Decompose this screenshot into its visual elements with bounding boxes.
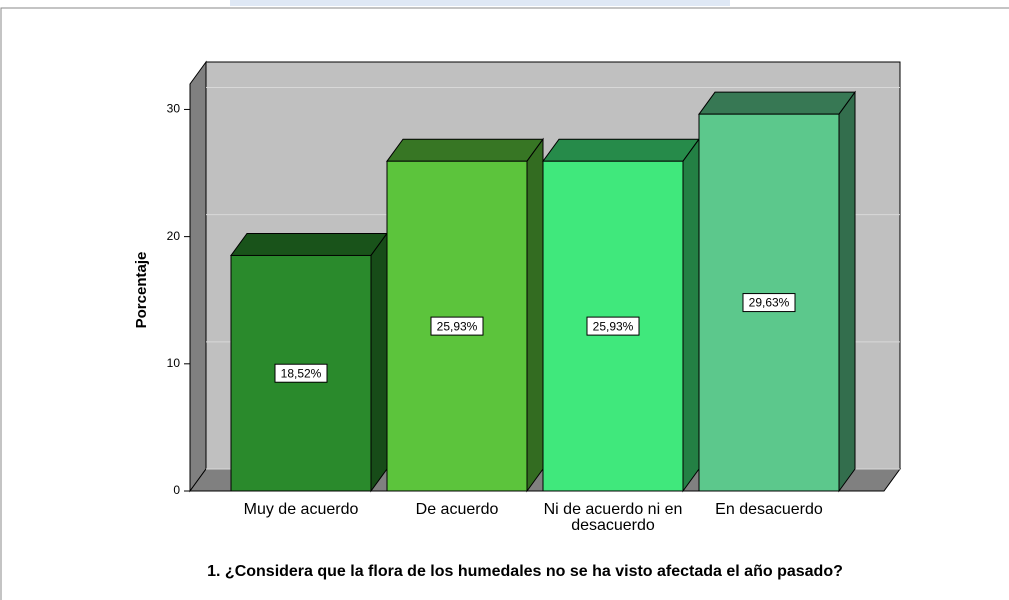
bar-side [370,231,388,493]
y-tick-label: 10 [167,356,181,370]
bar-side [526,137,544,493]
value-label: 18,52% [281,366,322,380]
left-wall [189,60,207,493]
x-tick-label: Ni de acuerdo ni en desacuerdo [543,501,683,534]
y-tick-label: 30 [167,102,181,116]
top-strip [230,0,730,6]
bar-top [698,91,856,115]
value-label-box [742,293,796,313]
bar-top [386,138,544,162]
value-label: 25,93% [437,319,478,333]
y-tick-label: 0 [173,483,180,497]
y-tick-label: 20 [167,229,181,243]
bar-top [230,232,388,256]
value-label-box [586,316,640,336]
bar-top [542,138,700,162]
value-label-box [274,363,328,383]
chart-title: 1. ¿Considera que la flora de los humeda… [207,563,843,580]
value-label-box [430,316,484,336]
bar-side [682,137,700,493]
y-axis-label: Porcentaje [133,252,150,329]
bar-side [838,90,856,493]
value-label: 29,63% [749,296,790,310]
x-tick-label: Muy de acuerdo [243,501,359,518]
x-tick-label: En desacuerdo [715,501,823,518]
x-tick-label: De acuerdo [415,501,499,518]
value-label: 25,93% [593,319,634,333]
